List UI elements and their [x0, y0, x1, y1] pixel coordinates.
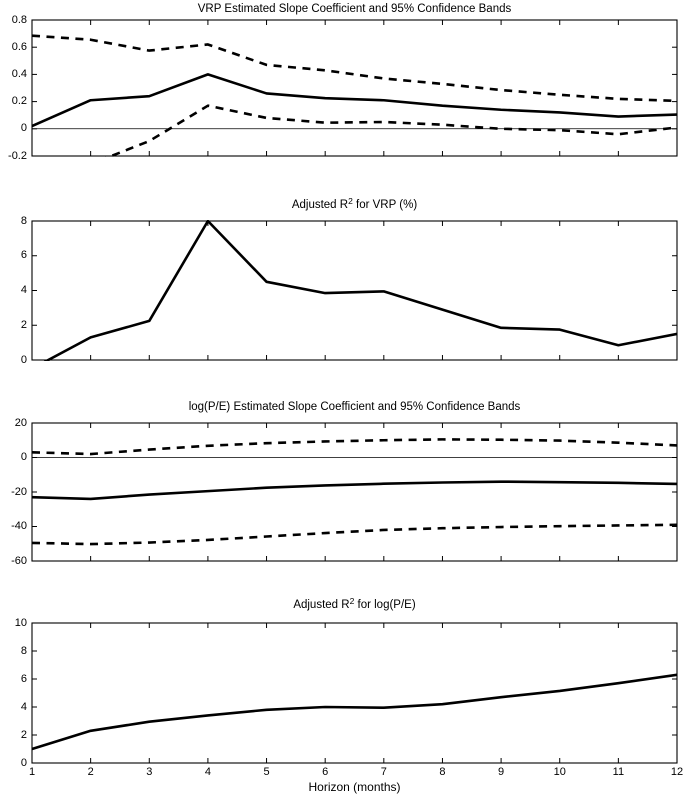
y-tick-label: 0.2	[11, 95, 27, 108]
y-tick-label: 0	[20, 353, 27, 366]
y-tick-label: 8	[20, 214, 27, 227]
x-tick-label: 9	[498, 766, 505, 778]
title-superscript: 2	[348, 195, 353, 206]
title-text: Adjusted R	[291, 199, 349, 211]
subplot-r2-vrp-title: Adjusted R2 for VRP (%)	[32, 195, 677, 212]
subplot-vrp-slope-title: VRP Estimated Slope Coefficient and 95% …	[32, 2, 677, 16]
y-tick-label: 8	[20, 644, 27, 657]
series-lower-95-band	[32, 523, 677, 546]
series-upper-95-band	[32, 438, 677, 456]
title-text: for VRP (%)	[352, 199, 418, 211]
title-text: Adjusted R	[293, 599, 350, 611]
y-tick-label: 4	[20, 284, 27, 296]
y-tick-label: 0.6	[11, 40, 27, 53]
y-tick-label: 10	[14, 616, 27, 629]
x-tick-label: 3	[146, 766, 153, 778]
y-tick-label: 0	[20, 122, 27, 135]
title-text: log(P/E) Estimated Slope Coefficient and…	[188, 401, 521, 413]
y-tick-label: 0	[20, 756, 27, 769]
subplot-r2-logpe-title: Adjusted R2 for log(P/E)	[32, 595, 677, 612]
x-tick-label: 7	[380, 766, 387, 778]
x-tick-label: 2	[87, 766, 94, 778]
series-slope-estimate	[32, 73, 677, 128]
plot-border	[31, 19, 678, 157]
plot-border	[31, 622, 678, 764]
y-tick-label: 2	[20, 318, 27, 331]
y-tick-label: 0.8	[11, 13, 27, 26]
x-tick-label: 5	[263, 766, 270, 778]
title-superscript: 2	[349, 595, 355, 606]
x-tick-label: 11	[612, 766, 625, 778]
series-slope-estimate	[32, 480, 677, 501]
subplot-logpe-slope-title: log(P/E) Estimated Slope Coefficient and…	[32, 400, 677, 414]
title-text: VRP Estimated Slope Coefficient and 95% …	[197, 3, 512, 15]
y-tick-label: 6	[20, 672, 27, 685]
y-tick-label: -20	[11, 485, 27, 498]
y-tick-label: -40	[11, 520, 27, 532]
y-tick-label: 0.4	[11, 67, 27, 80]
y-tick-label: -60	[11, 554, 27, 567]
title-text: for log(P/E)	[354, 599, 416, 611]
series-adjusted-r2-logpe	[32, 673, 677, 751]
plot-border	[31, 422, 678, 562]
series-upper-95-band	[32, 34, 677, 103]
series-adjusted-r2-vrp	[43, 220, 677, 361]
y-tick-label: 20	[14, 416, 27, 429]
y-tick-label: 0	[20, 451, 27, 463]
series-lower-95-band	[105, 104, 677, 157]
plot-border	[31, 220, 678, 361]
x-tick-label: 10	[553, 766, 566, 778]
x-tick-label: 4	[204, 766, 211, 778]
x-axis-label: Horizon (months)	[308, 780, 401, 794]
y-tick-label: 2	[20, 728, 27, 741]
y-tick-label: 4	[20, 700, 27, 713]
y-tick-label: -0.2	[8, 149, 27, 162]
y-tick-label: 6	[20, 249, 27, 262]
x-tick-label: 6	[322, 766, 329, 778]
x-tick-label: 1	[28, 766, 36, 778]
x-tick-label: 8	[439, 766, 446, 778]
x-tick-label: 12	[670, 766, 684, 778]
